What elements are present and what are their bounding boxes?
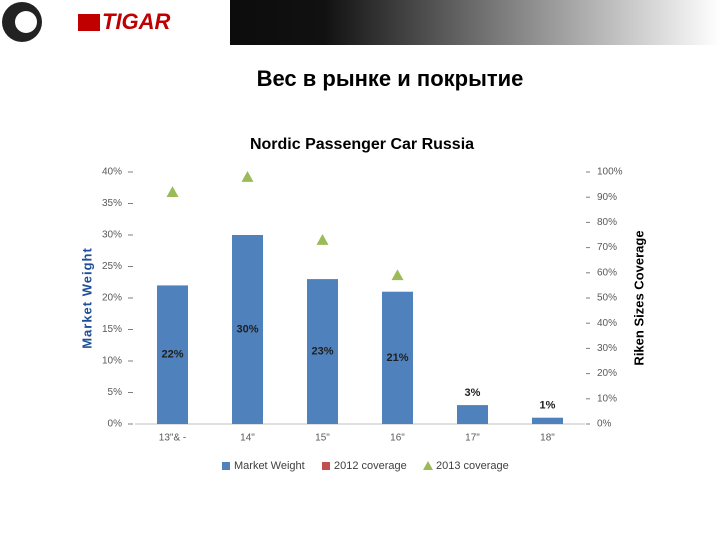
legend-swatch [423,461,433,470]
marker [241,171,254,182]
y-tick-label: 35% [102,198,122,209]
bar [532,417,563,424]
logo-emblem-inner [15,11,37,33]
y-tick-label: 0% [108,419,123,430]
legend-swatch [322,462,330,470]
y-tick-label: 10% [102,356,122,367]
y-axis-label: Market Weight [79,247,94,349]
y2-tick-label: 50% [597,293,617,304]
legend-label: Market Weight [234,460,305,472]
y-tick-label: 40% [102,167,122,178]
bar [382,291,413,424]
y2-tick-label: 70% [597,242,617,253]
x-tick-label: 17" [465,433,480,444]
x-tick-label: 16" [390,433,405,444]
chart-title: Nordic Passenger Car Russia [250,136,474,153]
legend-label: 2012 coverage [334,460,407,472]
logo-mark [78,14,100,31]
x-tick-label: 14" [240,433,255,444]
marker [391,269,404,281]
y2-axis-label: Riken Sizes Coverage [631,230,646,365]
y2-tick-label: 40% [597,318,617,329]
bar [457,405,488,424]
marker [166,186,179,197]
y-tick-label: 30% [102,230,122,241]
y2-tick-label: 60% [597,267,617,278]
y2-tick-label: 90% [597,192,617,203]
data-label: 30% [236,323,258,335]
data-label: 21% [386,352,408,364]
y-tick-label: 25% [102,261,122,272]
y-tick-label: 5% [108,387,123,398]
legend-swatch [222,462,230,470]
marker [316,234,329,245]
bar [157,285,188,424]
legend-label: 2013 coverage [436,460,509,472]
y2-tick-label: 30% [597,343,617,354]
y2-tick-label: 10% [597,393,617,404]
data-label: 23% [311,345,333,357]
y2-tick-label: 80% [597,217,617,228]
bar [307,279,338,424]
y2-tick-label: 20% [597,368,617,379]
bar [232,235,263,424]
x-tick-label: 13"& - [159,433,186,444]
y-tick-label: 15% [102,324,122,335]
y2-tick-label: 100% [597,167,623,178]
data-label: 1% [540,400,556,412]
x-tick-label: 15" [315,433,330,444]
x-tick-label: 18" [540,433,555,444]
y2-tick-label: 0% [597,419,612,430]
data-label: 3% [465,387,481,399]
data-label: 22% [161,349,183,361]
logo-text: TIGAR [102,9,171,34]
slide-title: Вес в рынке и покрытие [257,66,524,91]
y-tick-label: 20% [102,293,122,304]
